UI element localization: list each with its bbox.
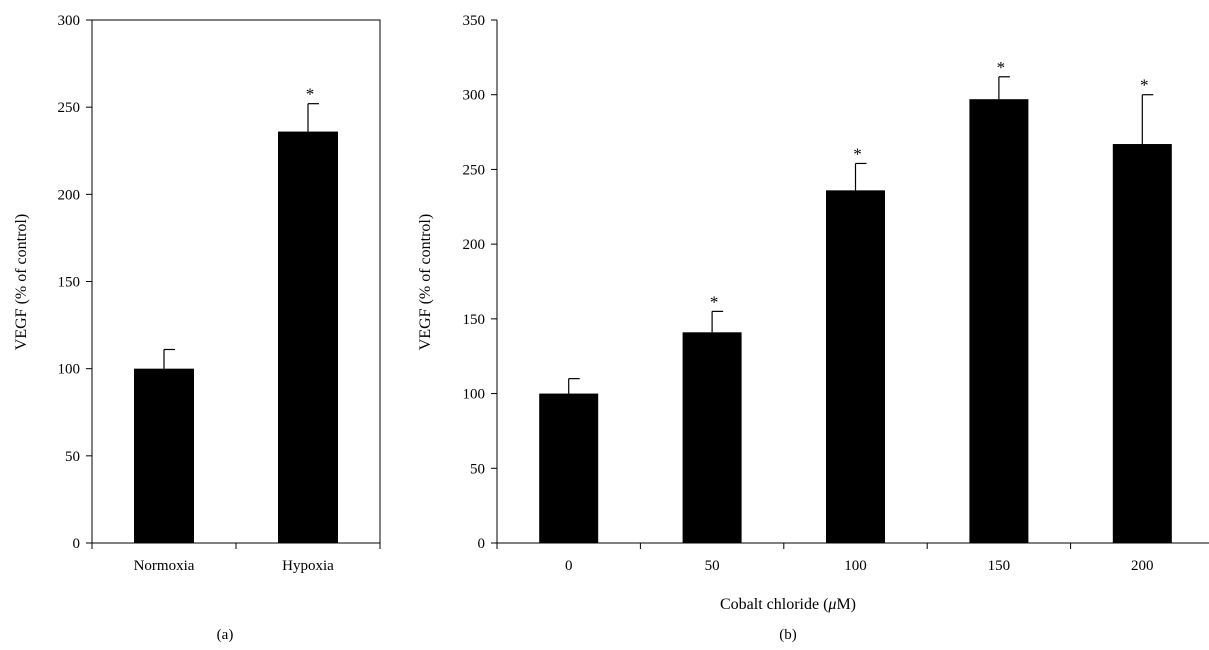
- significance-marker-b-3: *: [997, 58, 1006, 77]
- y-tick-label-b: 200: [463, 237, 486, 253]
- y-axis-label-a: VEGF (% of control): [13, 214, 30, 350]
- x-tick-label-a: Hypoxia: [282, 558, 334, 574]
- y-tick-label-b: 0: [478, 536, 486, 552]
- y-tick-label-b: 50: [470, 461, 485, 477]
- y-tick-label-a: 100: [58, 362, 81, 378]
- bar-a-1: [278, 131, 338, 543]
- bar-b-4: [1112, 144, 1172, 544]
- bar-b-2: [826, 190, 885, 543]
- x-tick-label-a: Normoxia: [134, 558, 195, 574]
- bar-b-3: [969, 99, 1029, 543]
- x-tick-label-b: 150: [988, 558, 1011, 574]
- y-tick-label-a: 200: [58, 187, 81, 203]
- x-axis-label-b: Cobalt chloride (μM): [720, 596, 856, 613]
- significance-marker-b-4: *: [1140, 76, 1149, 95]
- y-axis-label-b: VEGF (% of control): [417, 214, 434, 350]
- y-tick-label-a: 50: [65, 449, 80, 465]
- panel-label-a: (a): [217, 627, 234, 643]
- x-tick-label-b: 0: [565, 558, 573, 574]
- x-tick-label-b: 100: [844, 558, 867, 574]
- x-tick-label-b: 200: [1131, 558, 1154, 574]
- y-tick-label-a: 150: [58, 275, 81, 291]
- significance-marker-b-1: *: [710, 292, 719, 311]
- bar-b-0: [539, 393, 599, 543]
- y-tick-label-b: 250: [463, 162, 486, 178]
- chart-panel-a: VEGF (% of control) (a) 0 50 100 150 200 250 3…: [13, 13, 381, 643]
- panel-label-b: (b): [779, 627, 797, 643]
- bar-b-1: [682, 332, 742, 543]
- chart-panel-b: VEGF (% of control) Cobalt chloride (μM)…: [417, 13, 1209, 643]
- y-tick-label-b: 350: [463, 13, 486, 29]
- y-tick-label-b: 100: [463, 387, 486, 403]
- x-tick-label-b: 50: [705, 558, 720, 574]
- significance-marker-a-1: *: [306, 85, 315, 104]
- significance-marker-b-2: *: [853, 144, 862, 163]
- y-tick-label-a: 250: [58, 100, 81, 116]
- y-tick-label-a: 0: [73, 536, 81, 552]
- y-tick-label-b: 150: [463, 312, 486, 328]
- y-tick-label-a: 300: [58, 13, 81, 29]
- bar-a-0: [134, 368, 194, 543]
- y-tick-label-b: 300: [463, 88, 486, 104]
